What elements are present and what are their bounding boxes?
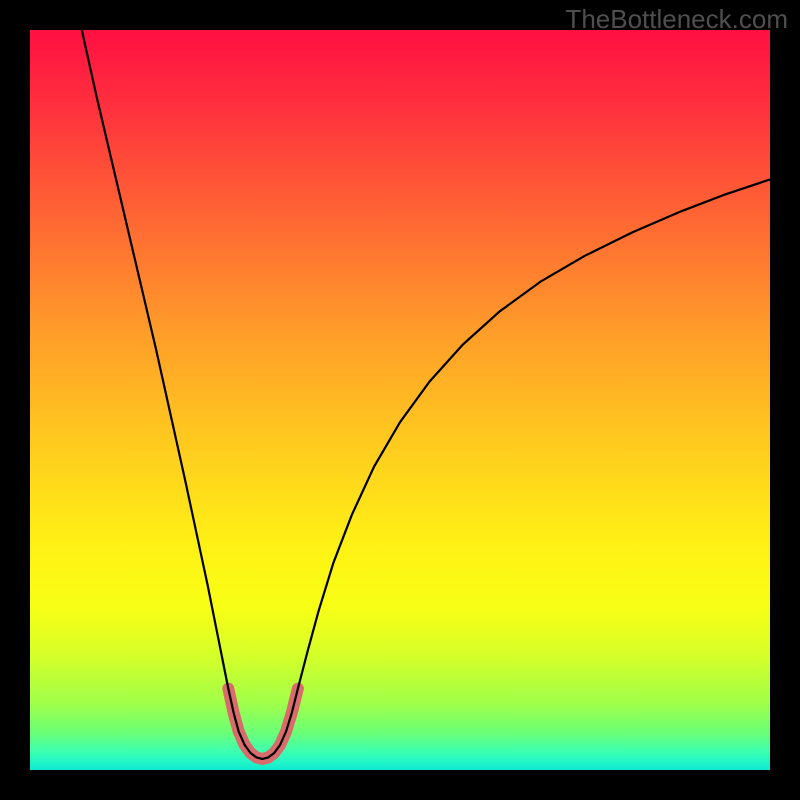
chart-container: TheBottleneck.com (0, 0, 800, 800)
watermark-text: TheBottleneck.com (565, 4, 788, 35)
gradient-background (30, 30, 770, 770)
plot-area (30, 30, 770, 770)
chart-svg (30, 30, 770, 770)
